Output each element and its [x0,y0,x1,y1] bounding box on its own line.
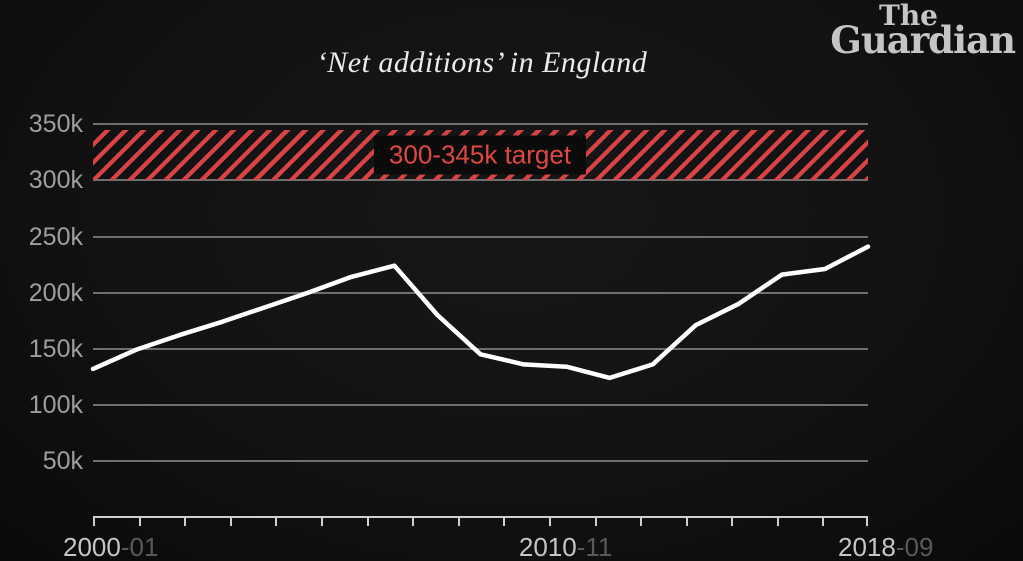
chart-title: ‘Net additions’ in England [316,46,648,79]
x-tick [685,516,688,526]
guardian-logo-the: The [878,0,938,32]
x-tick [320,516,323,526]
guardian-logo-guardian: Guardian [830,18,1016,62]
x-tick [93,516,95,526]
guardian-logo: The Guardian [803,0,1023,60]
x-tick [822,516,825,526]
x-axis-line [93,516,868,518]
x-axis-label: 2010-11 [519,532,613,561]
x-axis-label-suffix: -01 [120,532,159,561]
y-gridline [93,347,868,350]
x-tick [366,516,369,526]
x-tick [412,516,415,526]
y-gridline [93,459,868,462]
x-axis-label-suffix: -09 [895,532,934,561]
y-gridline [93,403,868,406]
y-gridline [93,235,868,238]
y-axis-label: 200k [28,278,83,307]
x-tick [229,516,232,526]
x-axis-label-suffix: -11 [576,532,613,561]
x-tick [594,516,597,526]
x-tick [184,516,187,526]
x-axis-label-year: 2000 [63,532,121,561]
x-axis-label-year: 2010 [518,532,577,561]
data-line [90,244,871,381]
y-axis-label: 250k [28,222,83,251]
target-band-label: 300-345k target [373,135,587,175]
y-axis-label: 100k [28,390,83,419]
x-axis-label-year: 2018 [838,532,896,561]
line-chart: 300-345k target 2000-01 2010-11 2018-09 35… [29,0,934,561]
y-gridline [93,179,868,182]
y-gridline [93,291,868,294]
x-tick [548,516,551,526]
y-axis-label: 300k [28,166,83,195]
x-tick [457,516,460,526]
x-axis-label: 2000-01 [63,532,158,561]
y-axis-label: 350k [28,110,83,139]
y-axis-label: 50k [42,446,83,475]
x-tick [138,516,141,526]
y-axis-label: 150k [28,334,83,363]
x-tick [866,516,868,526]
target-band-hatched: 300-345k target [93,129,868,181]
x-tick [776,516,779,526]
x-axis-label: 2018-09 [838,532,933,561]
data-line-layer [90,244,871,381]
x-tick [275,516,278,526]
x-tick [731,516,734,526]
y-gridline [93,123,868,126]
x-tick [503,516,506,526]
x-tick [640,516,643,526]
